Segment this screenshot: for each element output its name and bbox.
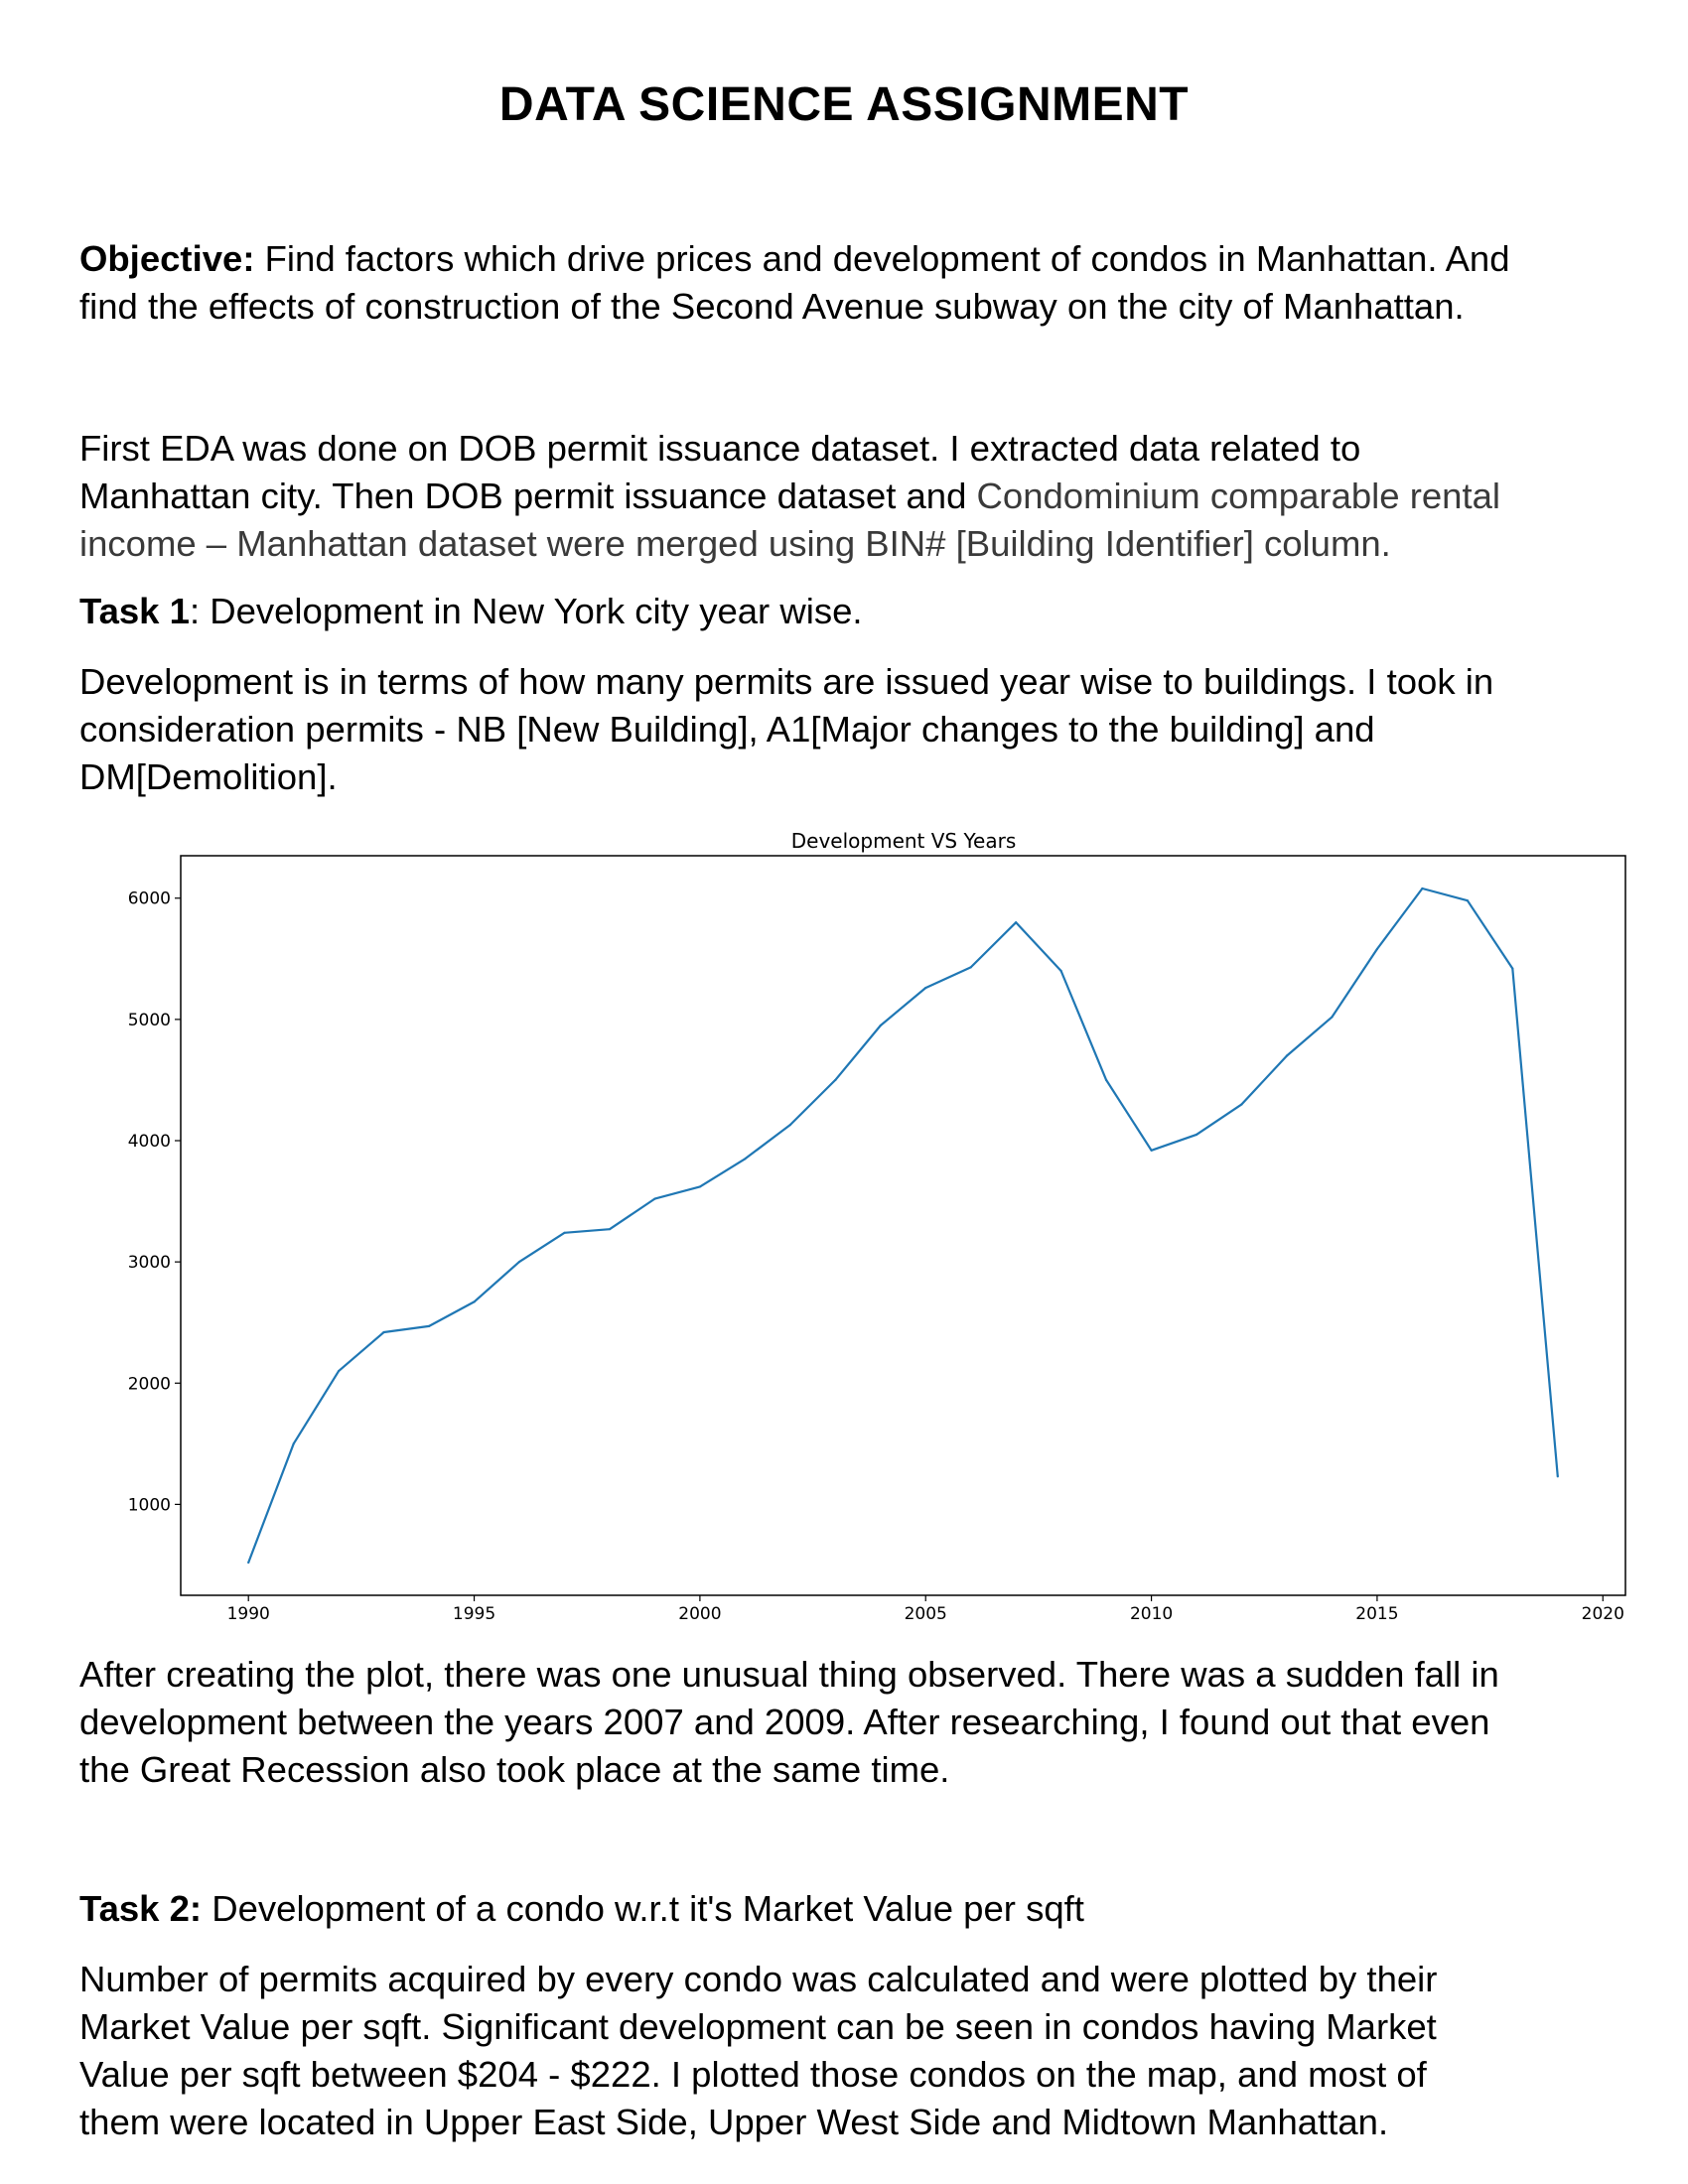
task1-title: : Development in New York city year wise…	[189, 591, 863, 631]
task1-desc-line-3: DM[Demolition].	[79, 756, 338, 797]
document-title: DATA SCIENCE ASSIGNMENT	[498, 78, 1190, 131]
data-point	[653, 1197, 656, 1200]
data-point	[1015, 921, 1018, 924]
data-point	[834, 1078, 837, 1082]
axes: 1990 1995 2000 2005 2010 2015 2020 1000 2000 3000…	[128, 889, 1624, 1620]
data-point	[1556, 1475, 1559, 1478]
observation-line-3: the Great Recession also took place at t…	[79, 1749, 950, 1790]
x-tick-label: 2010	[1130, 1604, 1173, 1620]
data-point	[247, 1561, 250, 1565]
data-point	[744, 1158, 747, 1160]
development-vs-years-chart: Development VS Years 1990 1995 2000 2005 201…	[128, 829, 1626, 1620]
task1-description: Development is in terms of how many perm…	[79, 658, 1628, 801]
data-point	[1421, 887, 1424, 890]
observation-paragraph: After creating the plot, there was one u…	[79, 1651, 1628, 1794]
task2-desc-line-3: Value per sqft between $204 - $222. I pl…	[79, 2054, 1427, 2095]
data-point	[338, 1369, 341, 1373]
data-point	[1331, 1016, 1334, 1019]
intro-line-2: Manhattan city. Then DOB permit issuance…	[79, 473, 1628, 520]
data-point	[473, 1300, 476, 1303]
objective-text-1: Find factors which drive prices and deve…	[264, 238, 1510, 279]
task1-heading: Task 1: Development in New York city yea…	[79, 588, 1628, 635]
data-point	[788, 1124, 791, 1127]
x-tick-label: 2020	[1582, 1604, 1624, 1620]
observation-line-1: After creating the plot, there was one u…	[79, 1654, 1499, 1695]
task1-desc-line-2: consideration permits - NB [New Building…	[79, 709, 1375, 750]
objective-paragraph: Objective: Find factors which drive pric…	[79, 235, 1628, 331]
objective-line-2: find the effects of construction of the …	[79, 286, 1465, 327]
data-point	[969, 966, 972, 969]
y-tick-label: 4000	[128, 1132, 171, 1152]
y-tick-label: 1000	[128, 1495, 171, 1515]
development-series-line	[247, 887, 1559, 1564]
task2-desc-line-1: Number of permits acquired by every cond…	[79, 1959, 1438, 1999]
data-point	[1511, 967, 1514, 970]
task2-title: Development of a condo w.r.t it's Market…	[202, 1888, 1084, 1929]
y-tick-label: 2000	[128, 1374, 171, 1394]
task1-desc-line-1: Development is in terms of how many perm…	[79, 661, 1494, 702]
data-point	[517, 1261, 521, 1264]
task1-label: Task 1	[79, 591, 190, 631]
y-tick-label: 3000	[128, 1253, 171, 1273]
intro-line-3: income – Manhattan dataset were merged u…	[79, 523, 1391, 564]
data-point	[1375, 947, 1379, 951]
data-point	[382, 1330, 385, 1334]
task2-desc-line-4: them were located in Upper East Side, Up…	[79, 2102, 1389, 2142]
intro-line-1: First EDA was done on DOB permit issuanc…	[79, 428, 1361, 469]
task2-description: Number of permits acquired by every cond…	[79, 1956, 1628, 2146]
plot-frame	[180, 855, 1626, 1596]
y-tick-label: 6000	[128, 889, 171, 909]
data-point	[292, 1442, 295, 1445]
dataset-name: Condominium comparable rental	[976, 476, 1501, 516]
y-tick-label: 5000	[128, 1011, 171, 1030]
data-point	[1105, 1078, 1108, 1082]
intro-paragraph: First EDA was done on DOB permit issuanc…	[79, 425, 1628, 568]
objective-label: Objective:	[79, 238, 255, 279]
x-tick-label: 2005	[905, 1604, 947, 1620]
task2-desc-line-2: Market Value per sqft. Significant devel…	[79, 2006, 1437, 2047]
data-point	[608, 1228, 612, 1231]
data-point	[879, 1024, 882, 1027]
objective-line-1: Objective: Find factors which drive pric…	[79, 235, 1628, 283]
data-point	[1466, 899, 1469, 902]
data-point	[698, 1185, 701, 1188]
x-tick-label: 2015	[1355, 1604, 1398, 1620]
chart-title: Development VS Years	[791, 829, 1017, 853]
data-point	[1150, 1149, 1153, 1152]
x-tick-label: 1990	[227, 1604, 270, 1620]
task2-label: Task 2:	[79, 1888, 203, 1929]
data-point	[1195, 1133, 1198, 1137]
intro-line-2-text: Manhattan city. Then DOB permit issuance…	[79, 476, 977, 516]
data-point	[1240, 1103, 1243, 1106]
observation-line-2: development between the years 2007 and 2…	[79, 1702, 1490, 1742]
data-point	[427, 1324, 431, 1327]
task2-heading: Task 2: Development of a condo w.r.t it'…	[79, 1885, 1628, 1933]
data-point	[924, 987, 927, 990]
data-point	[563, 1231, 566, 1234]
x-tick-label: 2000	[678, 1604, 721, 1620]
data-point	[1285, 1054, 1289, 1057]
data-point	[1059, 969, 1062, 973]
x-tick-label: 1995	[453, 1604, 495, 1620]
